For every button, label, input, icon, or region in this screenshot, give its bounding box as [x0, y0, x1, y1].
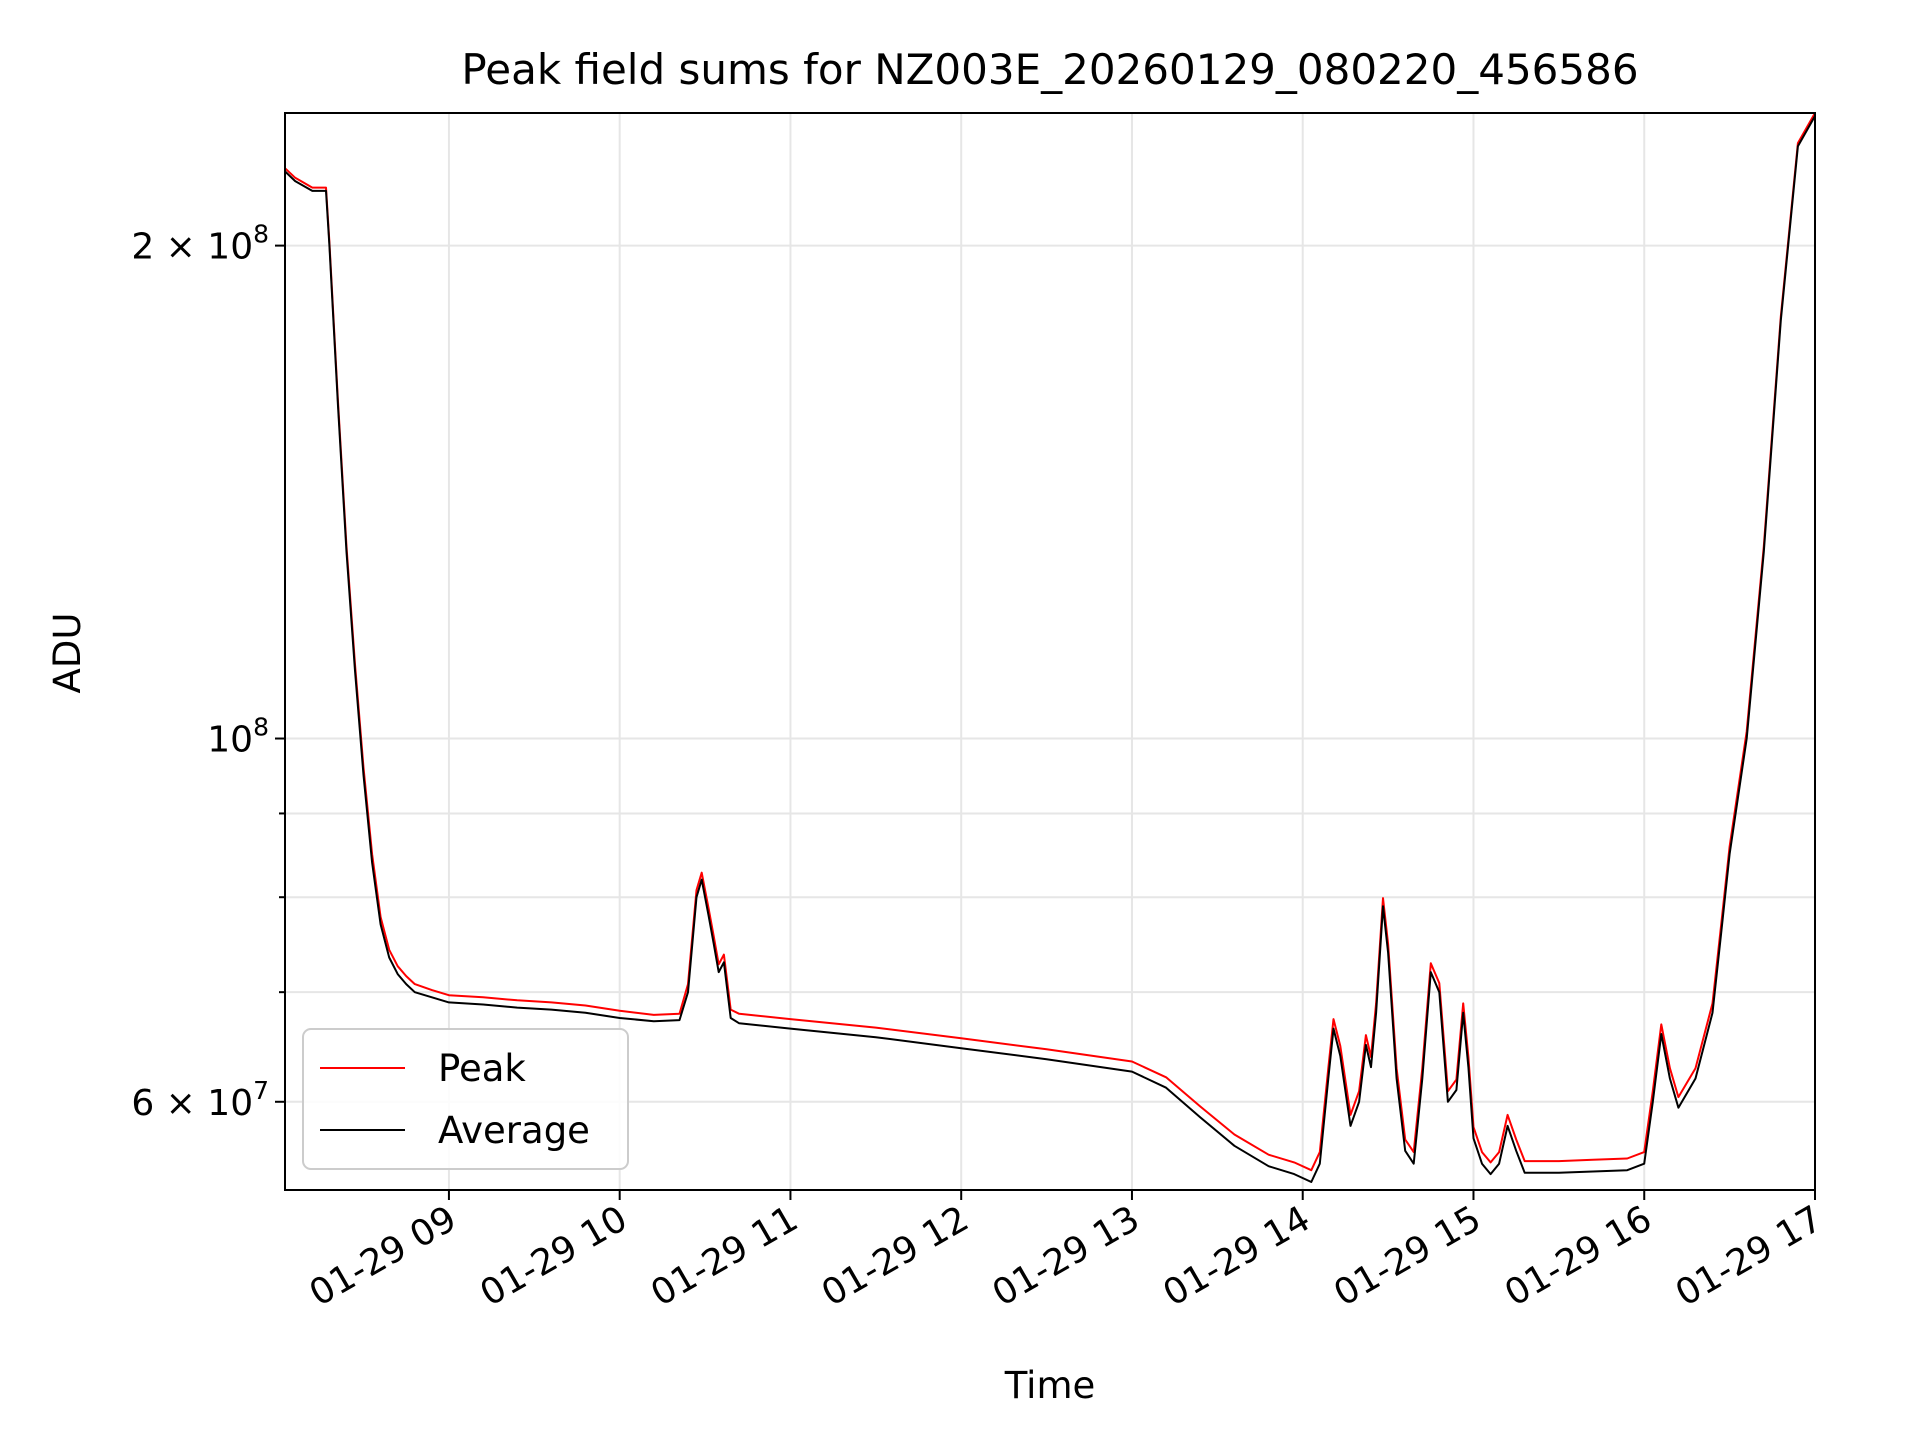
y-tick-label: 2 × 108 — [131, 220, 269, 268]
y-tick-label-base: 10 — [207, 720, 253, 761]
legend-box — [302, 1028, 629, 1170]
y-tick-label-exponent: 7 — [253, 1076, 269, 1105]
legend: Peak Average — [302, 1028, 629, 1170]
y-tick-label-base: 6 × 10 — [131, 1083, 253, 1124]
legend-label-peak: Peak — [438, 1047, 526, 1090]
chart-title: Peak field sums for NZ003E_20260129_0802… — [461, 45, 1638, 94]
y-tick-label: 108 — [207, 713, 269, 761]
y-tick-label-exponent: 8 — [253, 220, 269, 249]
plot-frame — [284, 112, 1816, 1191]
y-tick-label-exponent: 8 — [253, 713, 269, 742]
series-lines — [284, 112, 1816, 1183]
y-tick-label-base: 2 × 10 — [131, 227, 253, 268]
y-tick-label: 6 × 107 — [131, 1076, 269, 1124]
x-axis-label: Time — [1004, 1364, 1096, 1407]
legend-label-average: Average — [438, 1109, 590, 1152]
series-line-peak — [284, 112, 1816, 1172]
series-line-average — [284, 115, 1816, 1183]
y-axis-label: ADU — [46, 613, 89, 694]
